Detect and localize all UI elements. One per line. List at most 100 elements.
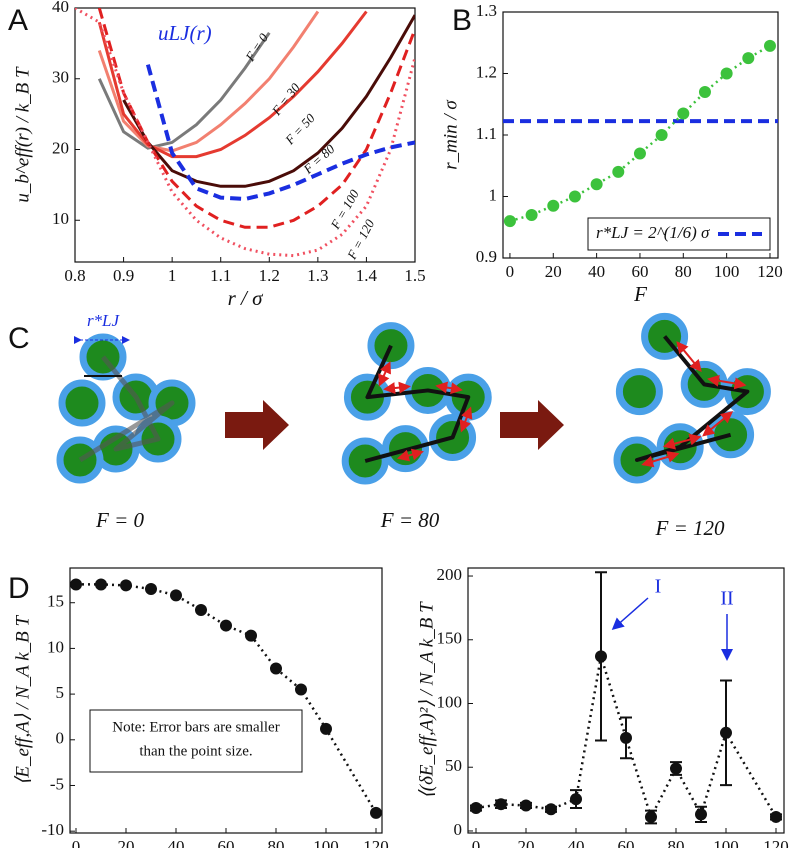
data-point [470,802,482,815]
y-tick-label: 1.2 [476,62,497,81]
data-point [763,39,776,52]
y-tick-label: 0 [454,820,463,839]
force-arrow [459,406,473,433]
force-arrow [676,341,702,373]
x-tick-label: 80 [668,837,685,848]
force-arrow [662,433,702,450]
x-tick-label: 40 [568,837,585,848]
x-tick-label: 120 [763,837,789,848]
panel-label: B [452,4,472,37]
data-point [145,583,157,596]
x-tick-label: 80 [675,262,692,281]
particle [615,368,663,416]
y-tick-label: 0 [56,729,65,748]
data-point [720,726,732,739]
y-tick-label: 200 [437,565,463,584]
x-tick-label: 20 [518,837,535,848]
y-tick-label: -5 [50,774,64,793]
series-line [122,14,415,188]
data-point [320,722,332,735]
annotation: I [655,576,662,598]
data-point [270,662,282,675]
data-point [645,810,657,823]
data-point [295,683,307,696]
data-point [570,793,582,806]
y-tick-label: 40 [52,0,69,16]
y-tick-label: 30 [52,68,69,87]
data-point [670,762,682,775]
data-point [720,67,733,80]
x-tick-label: 40 [168,837,185,848]
y-tick-label: 15 [47,592,64,611]
panel-label: D [8,572,30,605]
x-tick-label: 20 [118,837,135,848]
y-tick-label: 0.9 [476,247,497,266]
legend-label: r*LJ = 2^(1/6) σ [596,223,710,242]
data-point [547,199,560,212]
x-tick-label: 80 [268,837,285,848]
x-tick-label: 60 [218,837,235,848]
plot-area [503,44,778,223]
y-tick-label: 150 [437,629,463,648]
force-arrow [702,411,734,437]
y-tick-label: 5 [56,683,65,702]
series-label: F = 50 [281,110,318,148]
force-arrow [396,448,424,462]
x-tick-label: 120 [363,837,389,848]
x-tick-label: 0.9 [113,266,134,285]
y-axis-label: r_min / σ [440,100,461,170]
y-tick-label: 10 [47,637,64,656]
data-point [120,579,132,592]
plot-area [470,571,782,825]
data-point [245,629,257,642]
y-axis-label: ⟨E_eff,A⟩ / N_A k_B T [12,615,33,786]
data-point [70,578,82,591]
plot-frame [467,567,785,834]
state-label: F = 80 [380,508,440,532]
plot-area [75,8,415,258]
x-tick-label: 40 [588,262,605,281]
series-line [145,64,415,202]
data-point [770,810,782,823]
note-text: than the point size. [139,743,252,759]
data-point [370,806,382,819]
data-point [520,799,532,812]
series-line [97,10,368,159]
force-arrow [378,361,391,387]
plot-frame [74,7,416,263]
plot-area [76,583,378,814]
x-tick-label: 120 [757,262,783,281]
x-tick-label: 1.2 [259,266,280,285]
panel-label: C [8,322,30,355]
data-point [655,129,668,141]
series-label: uLJ(r) [158,21,212,45]
x-tick-label: 0 [472,837,481,848]
annotation-arrow [611,597,649,630]
big-arrow [500,400,564,450]
data-point [525,208,538,221]
particle [58,379,106,427]
big-arrow [225,400,289,450]
force-arrow [383,381,411,395]
state-label: F = 120 [655,516,725,540]
force-arrow [641,451,680,468]
data-point [95,578,107,591]
x-tick-label: 1.1 [210,266,231,285]
data-point [220,619,232,632]
x-tick-label: 100 [313,837,339,848]
state-label: F = 0 [95,508,144,532]
note-text: Note: Error bars are smaller [112,719,279,735]
y-axis-label: u_b^eff(r) / k_B T [12,66,33,203]
r-label: r*LJ [87,311,121,330]
y-tick-label: 1 [489,185,498,204]
data-point [545,803,557,816]
panel-label: A [8,4,28,37]
x-tick-label: 1.3 [307,266,328,285]
x-tick-label: 100 [714,262,740,281]
y-tick-label: -10 [41,820,64,839]
data-point [595,650,607,663]
series-line [97,31,271,150]
series-line [97,8,415,229]
data-point [590,178,603,191]
data-point [698,85,711,98]
